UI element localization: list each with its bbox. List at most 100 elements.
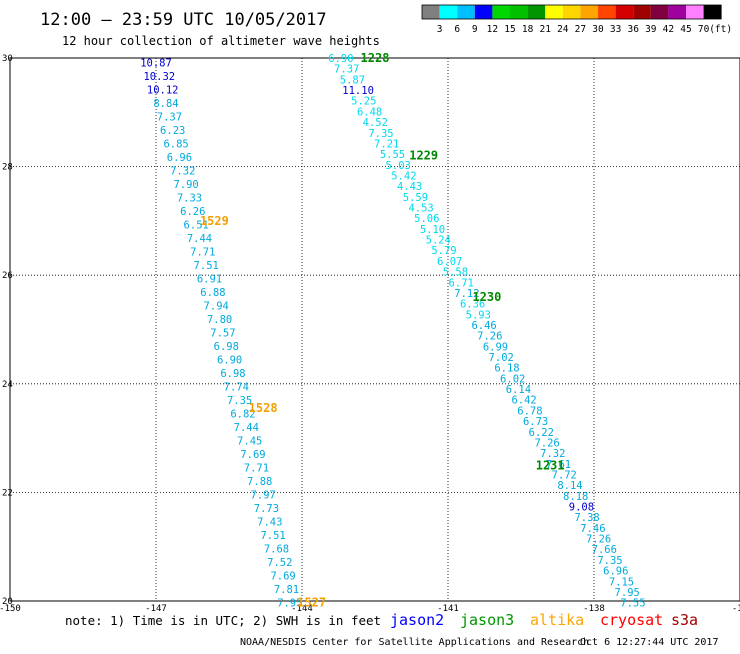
lat-tick-label: 30 (2, 54, 13, 64)
footer-note: note: 1) Time is in UTC; 2) SWH is in fe… (65, 613, 381, 628)
colorbar-legend: 3 6 9 12 15 18 21 24 27 30 33 36 39 42 45 70 (ft) (421, 4, 732, 35)
wave-height-value: 5.10 (420, 224, 445, 236)
pass-time-label: 1529 (200, 214, 229, 228)
axis-labels: -150 -147 -144 -141 -138 -13 30 28 26 24 22 20 (0, 54, 740, 614)
wave-height-value: 6.85 (163, 138, 188, 150)
lat-tick-label: 22 (2, 488, 13, 498)
wave-height-value: 11.10 (342, 85, 374, 97)
lat-tick-label: 28 (2, 163, 13, 173)
lon-tick-label: -150 (0, 604, 21, 614)
wave-height-value: 7.88 (247, 476, 272, 488)
wave-height-value: 7.32 (540, 448, 565, 460)
colorbar-swatch (615, 5, 634, 19)
wave-height-value: 7.21 (374, 138, 399, 150)
wave-height-value: 7.71 (190, 246, 215, 258)
wave-height-value: 6.98 (214, 341, 239, 353)
colorbar-tick-label: 18 (522, 24, 534, 35)
wave-height-value: 7.68 (264, 544, 289, 556)
pass-time-label: 1230 (472, 290, 501, 304)
colorbar-swatch (686, 5, 704, 19)
colorbar-swatch (474, 5, 493, 19)
colorbar-tick-label: 30 (592, 24, 604, 35)
wave-height-value: 6.82 (230, 409, 255, 421)
wave-height-value: 7.35 (368, 128, 393, 140)
colorbar-tick-label: 45 (680, 24, 691, 35)
wave-height-value: 8.84 (153, 98, 178, 110)
colorbar-tick-label: 33 (610, 24, 621, 35)
pass-time-label: 1527 (297, 596, 326, 610)
wave-height-value: 6.98 (220, 368, 245, 380)
wave-height-value: 7.38 (574, 512, 599, 524)
colorbar-swatch (668, 5, 686, 19)
wave-height-value: 5.58 (443, 267, 468, 279)
wave-height-value: 7.97 (250, 490, 275, 502)
wave-height-value: 7.02 (489, 352, 514, 364)
lon-tick-label: -13 (732, 604, 740, 614)
colorbar-swatch (633, 5, 651, 19)
pass-time-label: 1231 (536, 458, 565, 472)
wave-height-value: 7.26 (534, 437, 559, 449)
wave-height-value: 5.42 (391, 171, 416, 183)
colorbar-tick-label: 6 (454, 24, 460, 35)
wave-height-value: 7.69 (270, 571, 295, 583)
satellite-legend-cryosat: cryosat (600, 611, 663, 629)
wave-height-value: 7.74 (224, 382, 249, 394)
wave-height-value: 4.43 (397, 181, 422, 193)
wave-height-value: 6.14 (506, 384, 531, 396)
wave-height-value: 7.44 (234, 422, 259, 434)
wave-height-value: 7.26 (477, 331, 502, 343)
wave-height-value: 6.99 (483, 341, 508, 353)
wave-height-value: 7.73 (254, 503, 279, 515)
wave-height-value: 5.03 (386, 160, 411, 172)
wave-height-value: 7.51 (194, 260, 219, 272)
colorbar-tick-label: 3 (437, 24, 443, 35)
lat-tick-label: 24 (2, 380, 13, 390)
wave-height-value: 10.32 (143, 71, 175, 83)
wave-height-value: 7.46 (580, 523, 605, 535)
satellite-tracks: 10.8710.3210.128.847.376.236.856.967.327… (140, 51, 645, 610)
wave-height-value: 6.46 (471, 320, 496, 332)
wave-height-value: 5.79 (431, 245, 456, 257)
lon-tick-label: -144 (291, 604, 313, 614)
wave-height-value: 7.57 (210, 328, 235, 340)
colorbar-swatch (562, 5, 581, 19)
colorbar-tick-label: 9 (472, 24, 478, 35)
lat-tick-label: 26 (2, 271, 13, 281)
lon-tick-label: -138 (583, 604, 605, 614)
wave-height-value: 7.55 (620, 598, 645, 610)
satellite-legend: jason2 jason3 altika cryosat s3a (390, 611, 698, 629)
wave-height-value: 7.81 (274, 584, 299, 596)
colorbar-swatch (439, 5, 458, 19)
pass-time-label: 1228 (361, 51, 390, 65)
colorbar-swatch (492, 5, 510, 19)
wave-height-value: 7.32 (170, 165, 195, 177)
colorbar-tick-label: 21 (539, 24, 551, 35)
wave-height-value: 6.07 (437, 256, 462, 268)
wave-height-value: 6.88 (200, 287, 225, 299)
wave-height-value: 6.96 (167, 152, 192, 164)
colorbar-tick-label: 15 (504, 24, 515, 35)
wave-height-value: 6.73 (523, 416, 548, 428)
satellite-legend-s3a: s3a (671, 611, 698, 629)
wave-height-value: 7.52 (267, 557, 292, 569)
colorbar-tick-label: 12 (487, 24, 498, 35)
colorbar-swatch (545, 5, 563, 19)
wave-height-value: 10.12 (147, 84, 179, 96)
wave-height-value: 6.51 (184, 219, 209, 231)
wave-height-value: 5.24 (426, 235, 451, 247)
colorbar-swatch (703, 5, 722, 19)
wave-height-value: 6.42 (511, 395, 536, 407)
wave-height-value: 6.90 (328, 53, 353, 65)
map-subtitle: 12 hour collection of altimeter wave hei… (62, 34, 380, 48)
lon-tick-label: -141 (437, 604, 459, 614)
wave-height-value: 7.51 (260, 530, 285, 542)
colorbar-border (421, 4, 722, 20)
wave-height-value: 6.48 (357, 106, 382, 118)
wave-height-value: 6.71 (449, 277, 474, 289)
wave-height-value: 7.69 (240, 449, 265, 461)
wave-height-value: 7.66 (592, 544, 617, 556)
wave-height-value: 8.18 (563, 491, 588, 503)
wave-height-value: 7.44 (187, 233, 212, 245)
wave-height-value: 5.93 (466, 309, 491, 321)
